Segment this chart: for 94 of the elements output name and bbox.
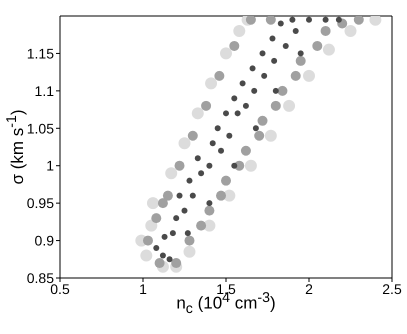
point — [234, 110, 241, 116]
point — [242, 102, 249, 109]
point — [240, 80, 246, 86]
point — [272, 88, 279, 94]
point — [188, 130, 198, 141]
y-tick-label: 0.95 — [26, 195, 54, 212]
point — [190, 192, 196, 199]
point — [214, 125, 221, 132]
x-tick-label: 2.5 — [382, 280, 402, 297]
point — [216, 190, 226, 201]
point — [183, 246, 196, 258]
point — [298, 50, 304, 56]
point — [178, 137, 190, 150]
point — [283, 100, 296, 112]
point — [277, 86, 288, 96]
point — [251, 88, 258, 94]
point — [270, 100, 281, 111]
point — [201, 100, 212, 111]
point — [220, 47, 232, 60]
point — [170, 230, 176, 236]
point — [198, 170, 204, 176]
point — [221, 176, 231, 186]
y-tick-label: 1.05 — [26, 120, 54, 136]
point — [264, 130, 277, 142]
point — [160, 252, 166, 259]
point — [153, 245, 160, 252]
point — [165, 167, 178, 180]
point — [196, 220, 206, 231]
point — [260, 50, 266, 56]
point — [140, 250, 152, 262]
point — [254, 130, 264, 141]
point — [278, 20, 284, 26]
point — [166, 256, 173, 262]
point — [204, 206, 214, 216]
y-tick-label: 0.9 — [34, 232, 54, 249]
point — [266, 16, 276, 25]
point — [231, 162, 238, 169]
point — [231, 95, 238, 102]
point — [233, 24, 246, 37]
point — [354, 16, 364, 25]
point — [320, 26, 331, 36]
point — [184, 230, 191, 236]
x-tick-label: 1 — [139, 280, 148, 297]
point — [206, 162, 212, 169]
point — [312, 40, 322, 51]
point — [269, 35, 276, 42]
point — [290, 70, 301, 81]
y-tick-label: 1.1 — [34, 82, 54, 99]
point — [182, 208, 188, 214]
point — [252, 125, 259, 132]
point — [229, 40, 240, 51]
point — [186, 178, 192, 184]
point — [174, 160, 185, 171]
point — [322, 16, 329, 23]
point — [258, 116, 268, 126]
point — [223, 110, 229, 116]
point — [171, 258, 182, 268]
point — [289, 16, 296, 23]
point — [184, 236, 194, 246]
point — [282, 42, 289, 49]
point — [322, 44, 335, 56]
point — [194, 155, 201, 162]
point — [306, 16, 312, 23]
point — [162, 190, 173, 201]
point — [250, 65, 256, 72]
x-tick-label: 2 — [305, 280, 314, 297]
point — [158, 198, 168, 208]
point — [218, 148, 224, 154]
point — [296, 56, 306, 66]
point — [246, 16, 256, 25]
point — [261, 72, 268, 79]
point — [173, 215, 180, 222]
point — [151, 213, 162, 224]
point — [210, 140, 216, 146]
point — [336, 16, 342, 23]
point — [344, 24, 356, 37]
point — [303, 70, 315, 82]
point — [176, 192, 183, 199]
point — [142, 236, 153, 246]
point — [154, 258, 165, 268]
point — [292, 28, 299, 34]
point — [192, 107, 204, 120]
point — [271, 58, 278, 64]
point — [226, 132, 232, 139]
point — [244, 160, 257, 172]
point — [240, 146, 251, 156]
point — [145, 220, 158, 232]
point — [206, 200, 212, 206]
y-tick-label: 1 — [46, 158, 54, 174]
point — [146, 197, 159, 210]
point — [205, 77, 218, 90]
point — [214, 70, 224, 81]
point — [162, 234, 168, 240]
y-tick-label: 1.15 — [26, 45, 54, 62]
